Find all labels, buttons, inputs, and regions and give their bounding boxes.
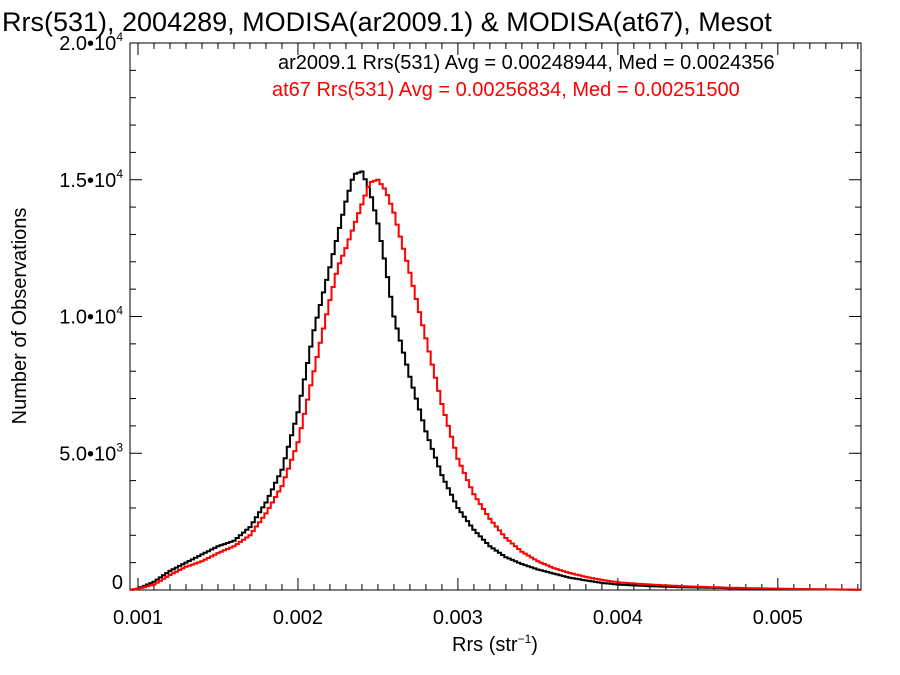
y-tick-label: 0 (112, 572, 123, 594)
y-tick-label-exp: 4 (116, 304, 123, 318)
x-tick-label: 0.003 (433, 607, 483, 629)
x-axis-label: Rrs (str−1) (452, 632, 538, 656)
plot-frame (129, 42, 862, 591)
y-tick-label-base: 2.0•10 (59, 33, 116, 55)
y-axis-ticks (130, 42, 861, 591)
x-tick-label: 0.002 (273, 607, 323, 629)
y-tick-label-exp: 4 (116, 167, 123, 181)
y-tick-label-base: 5.0•10 (59, 443, 116, 465)
y-tick-label-exp: 3 (116, 440, 123, 454)
y-tick-label-base: 0 (112, 572, 123, 594)
x-tick-label: 0.005 (753, 607, 803, 629)
x-axis-label-close: ) (531, 634, 538, 656)
legend-annotation-ar2009: ar2009.1 Rrs(531) Avg = 0.00248944, Med … (278, 52, 775, 74)
y-tick-label: 2.0•104 (59, 30, 123, 55)
y-tick-label-exp: 4 (116, 30, 123, 44)
series-line-at67 (130, 178, 861, 591)
x-axis-ticks (137, 43, 859, 590)
y-tick-label: 1.5•104 (59, 167, 123, 192)
legend-annotation-at67: at67 Rrs(531) Avg = 0.00256834, Med = 0.… (272, 79, 740, 101)
series-layer (130, 170, 861, 591)
x-axis-tick-labels: 0.001 0.002 0.003 0.004 0.005 (113, 607, 803, 629)
y-tick-label-base: 1.0•10 (59, 307, 116, 329)
chart-title: Rrs(531), 2004289, MODISA(ar2009.1) & MO… (2, 7, 772, 37)
x-axis-label-sup: −1 (518, 632, 532, 646)
y-tick-label: 5.0•103 (59, 440, 123, 465)
x-tick-label: 0.001 (113, 607, 163, 629)
x-axis-label-main: Rrs (str (452, 634, 518, 656)
y-tick-label-base: 1.5•10 (59, 170, 116, 192)
x-tick-label: 0.004 (593, 607, 643, 629)
y-tick-label: 1.0•104 (59, 304, 123, 329)
y-axis-label: Number of Observations (9, 208, 31, 425)
